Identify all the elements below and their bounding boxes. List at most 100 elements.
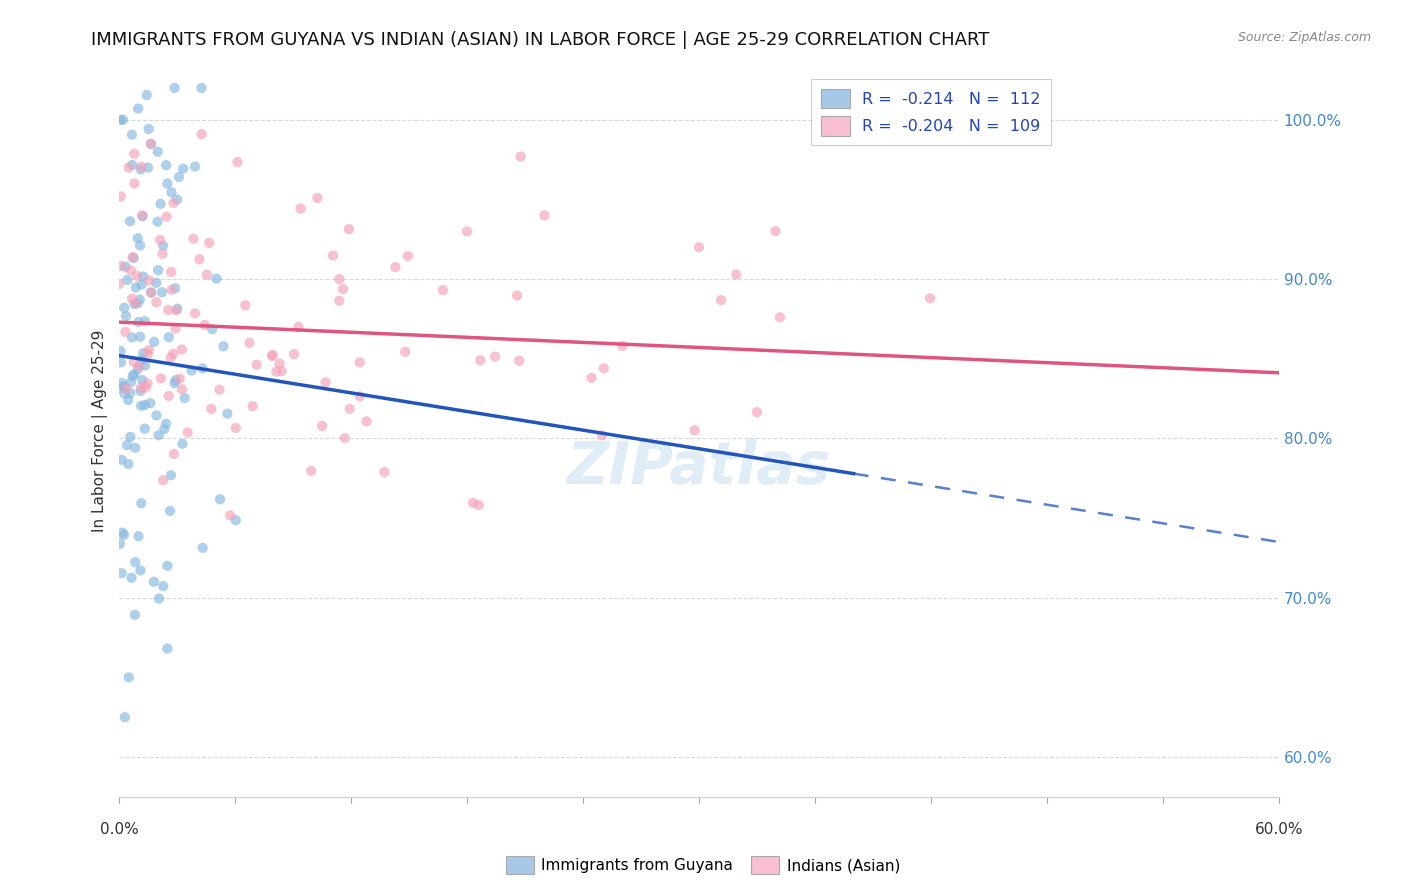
Point — [307, 191, 329, 205]
Point — [190, 81, 212, 95]
Point — [134, 422, 156, 436]
Point — [121, 571, 143, 585]
Point — [138, 121, 160, 136]
Point — [769, 310, 792, 325]
Point — [180, 363, 202, 377]
Point — [156, 558, 179, 573]
Point — [129, 238, 152, 252]
Point — [592, 361, 614, 376]
Point — [155, 210, 177, 224]
Point — [139, 396, 162, 410]
Point — [160, 468, 183, 483]
Point — [322, 248, 344, 262]
Point — [117, 457, 139, 471]
Point — [131, 353, 153, 368]
Point — [162, 347, 184, 361]
Point — [165, 373, 187, 387]
Point — [394, 344, 416, 359]
Text: 0.0%: 0.0% — [100, 822, 138, 837]
Point — [591, 428, 613, 442]
Point — [725, 268, 748, 282]
Point — [217, 407, 239, 421]
Point — [124, 297, 146, 311]
Point — [283, 347, 305, 361]
Point — [763, 224, 786, 238]
Point — [339, 401, 361, 416]
Point — [152, 238, 174, 252]
Point — [159, 504, 181, 518]
Point — [225, 513, 247, 527]
Point — [149, 233, 172, 247]
Point — [135, 88, 157, 103]
Point — [484, 350, 506, 364]
Point — [110, 452, 132, 467]
Point — [201, 322, 224, 336]
Point — [162, 196, 184, 211]
Point — [299, 464, 322, 478]
Point — [191, 541, 214, 555]
Point — [125, 280, 148, 294]
Point — [155, 417, 177, 431]
Point — [112, 301, 135, 315]
Point — [333, 431, 356, 445]
Point — [134, 398, 156, 412]
Point — [145, 409, 167, 423]
Point — [139, 136, 162, 151]
Point — [173, 391, 195, 405]
Point — [112, 528, 135, 542]
Point — [188, 252, 211, 267]
Point — [246, 358, 269, 372]
Legend: R =  -0.214   N =  112, R =  -0.204   N =  109: R = -0.214 N = 112, R = -0.204 N = 109 — [811, 79, 1050, 145]
Point — [129, 162, 152, 177]
Point — [111, 566, 134, 581]
Point — [184, 306, 207, 320]
Point — [118, 670, 141, 684]
Point — [242, 399, 264, 413]
Point — [124, 146, 146, 161]
Point — [131, 373, 153, 387]
Point — [143, 334, 166, 349]
Point — [110, 376, 132, 390]
Point — [114, 386, 136, 401]
Point — [124, 441, 146, 455]
Point — [508, 353, 530, 368]
Point — [128, 359, 150, 374]
Point — [172, 161, 194, 176]
Point — [148, 428, 170, 442]
Point — [157, 389, 180, 403]
Point — [110, 112, 132, 127]
Point — [114, 710, 136, 724]
Point — [190, 127, 212, 141]
Point — [745, 405, 768, 419]
Point — [121, 292, 143, 306]
Point — [195, 268, 218, 282]
Point — [688, 240, 710, 254]
Point — [200, 401, 222, 416]
Point — [122, 355, 145, 369]
Point — [290, 202, 312, 216]
Point — [121, 330, 143, 344]
Point — [110, 189, 132, 203]
Text: IMMIGRANTS FROM GUYANA VS INDIAN (ASIAN) IN LABOR FORCE | AGE 25-29 CORRELATION : IMMIGRANTS FROM GUYANA VS INDIAN (ASIAN)… — [91, 31, 990, 49]
Point — [311, 419, 333, 434]
Point — [148, 591, 170, 606]
Text: ZIPatlas: ZIPatlas — [567, 439, 831, 496]
Point — [456, 224, 478, 238]
Point — [170, 343, 193, 357]
Point — [118, 214, 141, 228]
Point — [112, 379, 135, 393]
Point — [142, 574, 165, 589]
Point — [128, 529, 150, 543]
Point — [114, 325, 136, 339]
Point — [157, 330, 180, 344]
Point — [118, 161, 141, 175]
Point — [710, 293, 733, 308]
Point — [198, 235, 221, 250]
Point — [121, 250, 143, 264]
Point — [141, 285, 163, 300]
Point — [108, 382, 131, 396]
Point — [170, 382, 193, 396]
Point — [208, 383, 231, 397]
Point — [138, 274, 160, 288]
Point — [138, 343, 160, 357]
